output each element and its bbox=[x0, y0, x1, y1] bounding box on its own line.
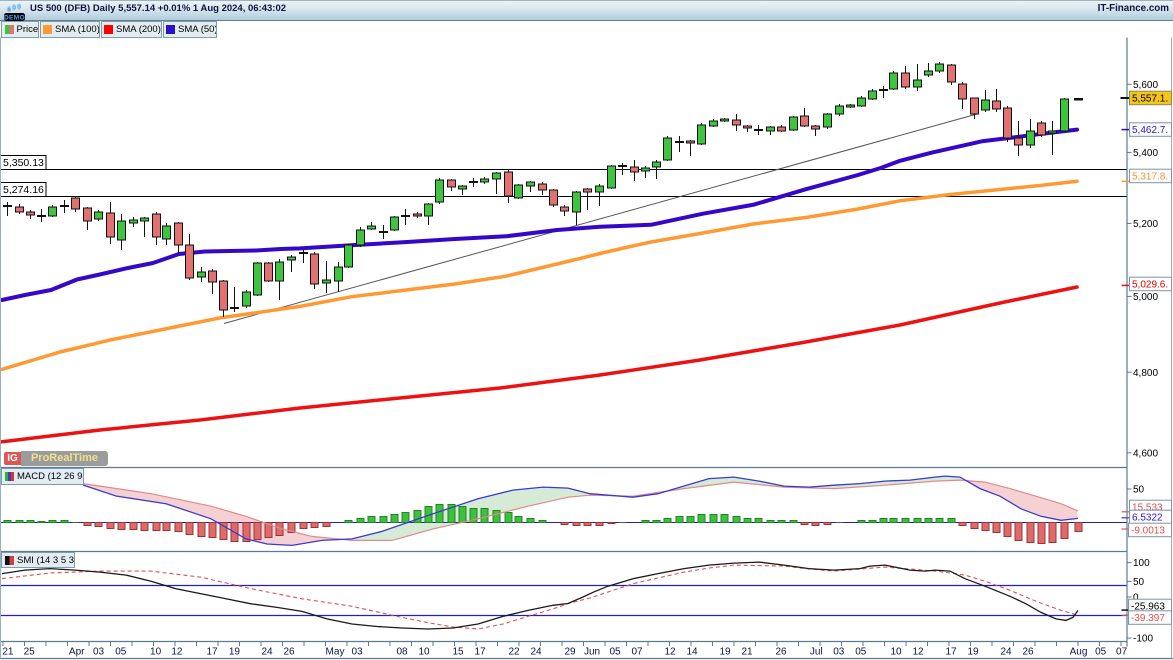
svg-text:24: 24 bbox=[1000, 647, 1012, 658]
svg-text:26: 26 bbox=[283, 647, 295, 658]
svg-text:-100: -100 bbox=[1133, 634, 1153, 645]
svg-text:10: 10 bbox=[150, 647, 162, 658]
svg-text:17: 17 bbox=[474, 647, 486, 658]
svg-text:4,600: 4,600 bbox=[1133, 448, 1158, 459]
svg-text:5,200: 5,200 bbox=[1133, 219, 1158, 230]
svg-text:May: May bbox=[326, 647, 345, 658]
svg-text:Aug: Aug bbox=[1070, 647, 1088, 658]
svg-text:21: 21 bbox=[2, 647, 14, 658]
svg-text:10: 10 bbox=[418, 647, 430, 658]
svg-text:22: 22 bbox=[508, 647, 520, 658]
svg-text:03: 03 bbox=[833, 647, 845, 658]
svg-text:07: 07 bbox=[1116, 647, 1128, 658]
svg-text:-9.0013: -9.0013 bbox=[1131, 526, 1165, 537]
svg-text:21: 21 bbox=[741, 647, 753, 658]
svg-text:5,600: 5,600 bbox=[1133, 80, 1158, 91]
svg-text:12: 12 bbox=[171, 647, 183, 658]
svg-text:5,317.8.: 5,317.8. bbox=[1132, 172, 1168, 183]
svg-text:17: 17 bbox=[206, 647, 218, 658]
svg-text:24: 24 bbox=[261, 647, 273, 658]
svg-text:15.533: 15.533 bbox=[1132, 503, 1163, 514]
svg-text:Jun: Jun bbox=[584, 647, 600, 658]
svg-text:19: 19 bbox=[719, 647, 731, 658]
svg-text:08: 08 bbox=[396, 647, 408, 658]
svg-text:5,350.13: 5,350.13 bbox=[3, 157, 44, 169]
svg-text:-25.963: -25.963 bbox=[1131, 602, 1165, 613]
svg-text:-39.397: -39.397 bbox=[1131, 613, 1165, 624]
svg-text:5,029.6.: 5,029.6. bbox=[1132, 280, 1168, 291]
svg-text:26: 26 bbox=[775, 647, 787, 658]
svg-text:05: 05 bbox=[609, 647, 621, 658]
svg-text:DEMO: DEMO bbox=[4, 14, 25, 21]
svg-text:03: 03 bbox=[93, 647, 105, 658]
svg-text:05: 05 bbox=[855, 647, 867, 658]
svg-text:24: 24 bbox=[530, 647, 542, 658]
svg-text:5,274.16: 5,274.16 bbox=[3, 184, 44, 196]
svg-text:0: 0 bbox=[1133, 593, 1139, 604]
svg-text:19: 19 bbox=[229, 647, 241, 658]
svg-text:14: 14 bbox=[686, 647, 698, 658]
svg-text:03: 03 bbox=[351, 647, 363, 658]
svg-text:4,800: 4,800 bbox=[1133, 368, 1158, 379]
svg-text:29: 29 bbox=[564, 647, 576, 658]
svg-text:50: 50 bbox=[1133, 577, 1145, 588]
svg-text:12: 12 bbox=[912, 647, 924, 658]
svg-text:5,400: 5,400 bbox=[1133, 148, 1158, 159]
svg-text:50: 50 bbox=[1133, 485, 1145, 496]
svg-text:05: 05 bbox=[115, 647, 127, 658]
svg-text:15: 15 bbox=[452, 647, 464, 658]
svg-text:5,000: 5,000 bbox=[1133, 292, 1158, 303]
svg-text:10: 10 bbox=[890, 647, 902, 658]
svg-text:6.5322: 6.5322 bbox=[1132, 513, 1163, 524]
svg-text:5,462.7.: 5,462.7. bbox=[1132, 125, 1168, 136]
svg-text:100: 100 bbox=[1133, 558, 1150, 569]
svg-text:05: 05 bbox=[1095, 647, 1107, 658]
svg-text:12: 12 bbox=[664, 647, 676, 658]
svg-text:Jul: Jul bbox=[810, 647, 823, 658]
svg-text:25: 25 bbox=[24, 647, 36, 658]
svg-text:5,557.1.: 5,557.1. bbox=[1132, 94, 1168, 105]
svg-text:Apr: Apr bbox=[69, 647, 85, 658]
svg-text:19: 19 bbox=[967, 647, 979, 658]
svg-text:17: 17 bbox=[945, 647, 957, 658]
svg-text:26: 26 bbox=[1022, 647, 1034, 658]
svg-text:07: 07 bbox=[631, 647, 643, 658]
